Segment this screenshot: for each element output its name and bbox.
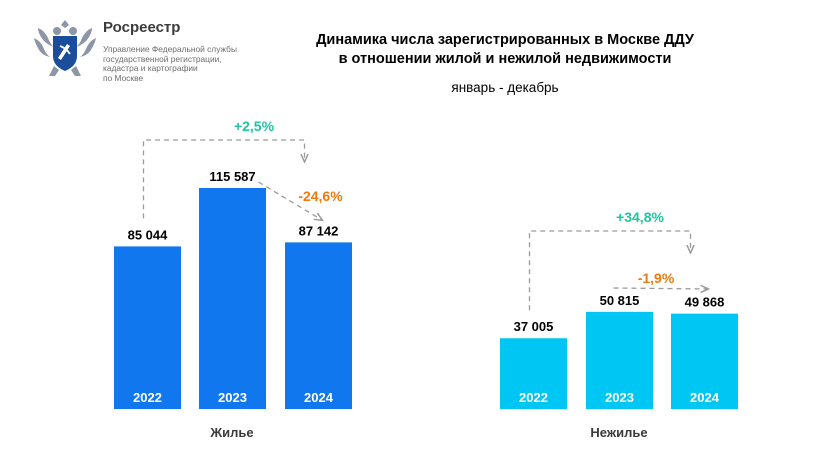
brand-subtitle-line: Управление Федеральной службы xyxy=(103,44,237,54)
brand-subtitle-line: государственной регистрации, xyxy=(103,53,222,64)
bar-2022 xyxy=(114,246,181,409)
value-label: 85 044 xyxy=(128,227,169,242)
page-title-line: Динамика числа зарегистрированных в Моск… xyxy=(316,32,694,48)
page-title-line: в отношении жилой и нежилой недвижимости xyxy=(338,51,672,67)
brand-subtitle-line: кадастра и картографии xyxy=(103,63,198,74)
panel-title: Жилье xyxy=(209,425,253,440)
change-label-negative: -24,6% xyxy=(298,188,343,204)
year-label: 2023 xyxy=(605,390,634,405)
panel-title: Нежилье xyxy=(590,425,647,440)
value-label: 50 815 xyxy=(600,293,640,308)
value-label: 37 005 xyxy=(514,319,554,334)
page-title: Динамика числа зарегистрированных в Моск… xyxy=(255,31,755,69)
change-arrow-1-total xyxy=(528,230,691,311)
brand-subtitle: Управление Федеральной службы государств… xyxy=(103,44,237,83)
year-label: 2024 xyxy=(304,390,334,405)
bar-2022 xyxy=(500,338,567,409)
bar-2024 xyxy=(671,313,738,409)
change-arrow-0-yoy xyxy=(258,181,323,220)
brand-name: Росреестр xyxy=(103,19,181,36)
change-arrow-0-total xyxy=(142,139,305,219)
change-label-negative: -1,9% xyxy=(638,270,675,286)
period-subtitle: январь - декабрь xyxy=(451,80,559,95)
brand-subtitle-line: по Москве xyxy=(103,72,144,83)
bar-2023 xyxy=(586,311,653,409)
value-label: 115 587 xyxy=(209,169,255,184)
value-label: 49 868 xyxy=(685,295,725,310)
year-label: 2023 xyxy=(218,390,247,405)
rosreestr-eagle-logo-icon xyxy=(34,20,96,76)
change-label-positive: +2,5% xyxy=(234,118,275,134)
year-label: 2024 xyxy=(690,390,720,405)
bar-2023 xyxy=(199,188,266,409)
value-label: 87 142 xyxy=(299,223,339,238)
change-label-positive: +34,8% xyxy=(616,209,664,225)
change-arrow-1-yoy xyxy=(613,288,709,289)
bar-2024 xyxy=(285,242,352,409)
year-label: 2022 xyxy=(519,390,548,405)
year-label: 2022 xyxy=(133,390,162,405)
